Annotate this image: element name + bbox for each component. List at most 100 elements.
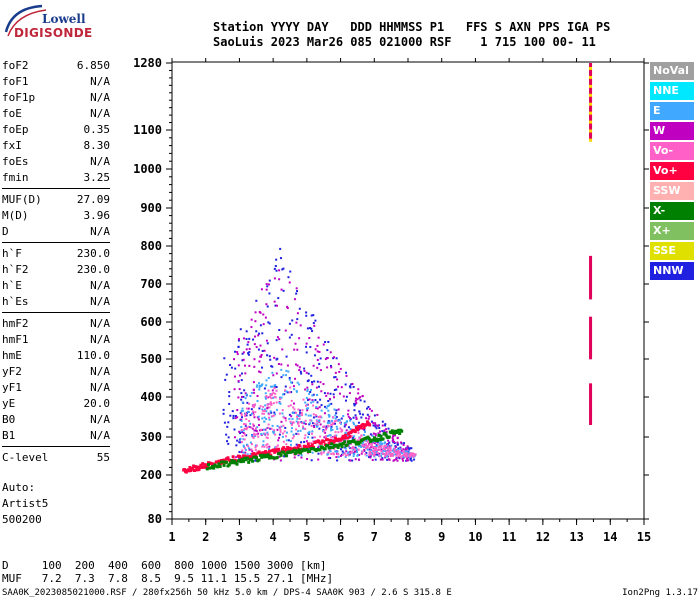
echo-point-nnw (240, 372, 243, 375)
y-tick-label: 500 (140, 352, 162, 366)
echo-point-nnw (387, 443, 390, 446)
echo-point-w (252, 381, 255, 384)
echo-point-w (278, 338, 281, 341)
echo-point-vo (361, 451, 364, 454)
echo-point-nnw (312, 314, 315, 317)
echo-point-vo (370, 444, 373, 447)
echo-point-nnw (237, 339, 240, 342)
echo-point-vo (267, 433, 270, 436)
trace-point-x (358, 440, 362, 444)
echo-point-w (392, 438, 395, 441)
echo-point-nnw (236, 439, 239, 442)
echo-point-w (317, 458, 320, 461)
echo-point-vo (371, 449, 374, 452)
echo-point-w (314, 348, 317, 351)
trace-point-vo (193, 468, 197, 472)
echo-point-nnw (310, 314, 313, 317)
echo-point-vo (335, 419, 338, 422)
echo-point-nnw (358, 410, 361, 413)
echo-point-e (311, 451, 314, 454)
interference-mark (589, 283, 593, 288)
echo-point-w (393, 459, 396, 462)
echo-point-e (280, 368, 283, 371)
trace-point-vo (197, 467, 201, 471)
echo-point-vo (250, 448, 253, 451)
param-row: yE 20.0 (2, 396, 110, 412)
echo-point-w (281, 348, 284, 351)
echo-point-nnw (291, 381, 294, 384)
echo-point-w (358, 427, 361, 430)
echo-point-e (327, 421, 330, 424)
echo-point-nnw (329, 392, 332, 395)
echo-point-vo (373, 446, 376, 449)
echo-point-w (253, 343, 256, 346)
echo-point-e (352, 455, 355, 458)
x-tick-label: 2 (202, 530, 209, 544)
echo-point-vo (251, 405, 254, 408)
echo-point-e (273, 430, 276, 433)
interference-mark (589, 392, 593, 397)
param-key: C-level (2, 451, 49, 464)
echo-point-nnw (315, 415, 318, 418)
echo-point-nnw (225, 433, 228, 436)
echo-point-w (234, 417, 237, 420)
echo-point-nnw (317, 452, 320, 455)
echo-point-vo (353, 447, 356, 450)
interference-mark (589, 328, 593, 333)
echo-point-nnw (347, 426, 350, 429)
echo-point-vo (279, 430, 282, 433)
y-tick-label: 200 (140, 468, 162, 482)
param-row: fxI 8.30 (2, 138, 110, 154)
echo-point-e (369, 449, 372, 452)
echo-point-w (280, 363, 283, 366)
echo-point-nnw (353, 409, 356, 412)
echo-point-e (282, 374, 285, 377)
echo-point-w (275, 372, 278, 375)
echo-point-e (249, 452, 252, 455)
echo-point-nnw (410, 459, 413, 462)
echo-point-vo (312, 440, 315, 443)
echo-point-nnw (334, 422, 337, 425)
echo-point-w (393, 440, 396, 443)
trace-point-vo (195, 465, 199, 469)
echo-point-e (298, 383, 301, 386)
echo-point-vo (266, 436, 269, 439)
echo-point-w (308, 398, 311, 401)
trace-point-x (400, 429, 404, 433)
echo-point-vo (324, 435, 327, 438)
echo-point-vo (267, 426, 270, 429)
echo-point-vo (311, 432, 314, 435)
param-key: hmE (2, 349, 22, 362)
echo-point-w (300, 456, 303, 459)
echo-point-e (344, 431, 347, 434)
echo-point-vo (284, 389, 287, 392)
polarization-legend: NoVal NNE E W Vo- Vo+ SSW X- X+ SSE NNW (650, 62, 694, 282)
echo-point-nnw (240, 392, 243, 395)
echo-point-e (401, 455, 404, 458)
echo-point-nnw (360, 416, 363, 419)
legend-item-xplus: X+ (650, 222, 694, 240)
echo-point-vo (376, 452, 379, 455)
x-tick-label: 5 (303, 530, 310, 544)
echo-point-nnw (239, 432, 242, 435)
interference-mark (589, 389, 593, 394)
echo-point-w (266, 407, 269, 410)
interference-mark (589, 398, 593, 403)
echo-point-w (351, 382, 354, 385)
echo-point-vo (339, 427, 342, 430)
trace-point-vo (284, 447, 288, 451)
trace-point-vo (362, 426, 366, 430)
legend-item-e: E (650, 102, 694, 120)
echo-point-vo (364, 453, 367, 456)
echo-point-e (407, 452, 410, 455)
echo-point-vo (393, 449, 396, 452)
echo-point-nnw (233, 428, 236, 431)
echo-point-w (380, 448, 383, 451)
echo-point-nnw (332, 393, 335, 396)
echo-point-w (248, 364, 251, 367)
echo-point-e (293, 388, 296, 391)
echo-point-nnw (241, 359, 244, 362)
echo-point-w (345, 374, 348, 377)
interference-mark (589, 346, 593, 351)
echo-point-vo (366, 441, 369, 444)
